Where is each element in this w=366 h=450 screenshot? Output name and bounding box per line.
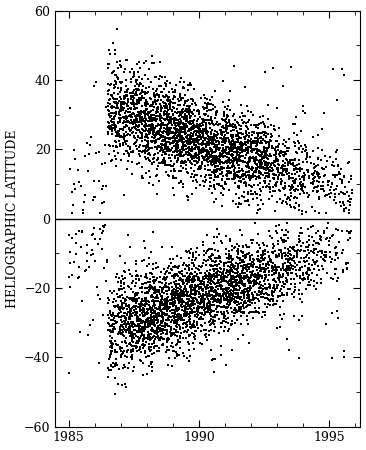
Y-axis label: HELIOGRAPHIC LATITUDE: HELIOGRAPHIC LATITUDE	[5, 129, 19, 308]
